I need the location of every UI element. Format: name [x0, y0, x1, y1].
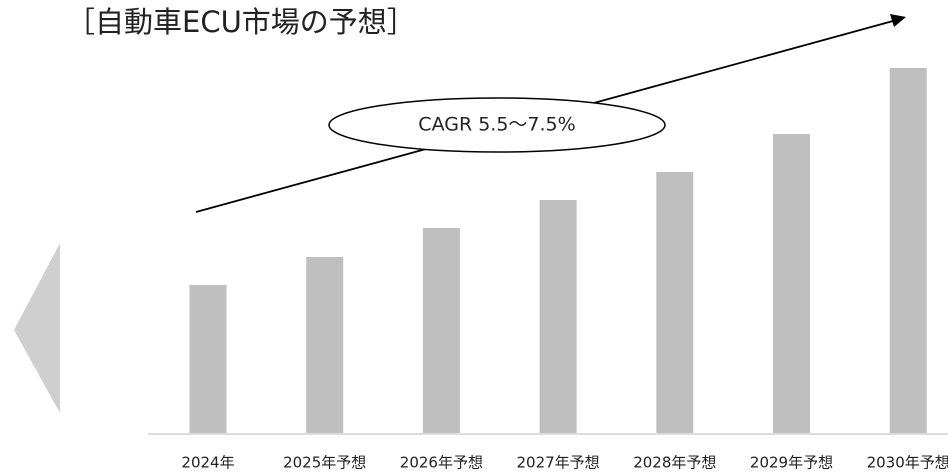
x-tick-label: 2024年 [181, 454, 234, 472]
bar [422, 228, 460, 433]
arrow-head [890, 14, 906, 27]
x-tick-label: 2026年予想 [400, 454, 483, 472]
bar [773, 134, 810, 433]
bar [889, 68, 927, 433]
x-tick-label: 2025年予想 [283, 454, 366, 472]
chart-title: ［自動車ECU市場の予想］ [66, 5, 416, 39]
prev-arrow [14, 243, 60, 413]
bar [189, 285, 227, 433]
x-tick-label: 2029年予想 [750, 454, 833, 472]
bar [306, 257, 344, 433]
bar [539, 200, 577, 433]
annotation: CAGR 5.5～7.5% [418, 114, 575, 136]
annotation-ellipse [328, 97, 666, 153]
x-tick-label: 2030年予想 [867, 454, 948, 472]
x-tick-label: 2027年予想 [517, 454, 600, 472]
bar [656, 172, 694, 433]
x-tick-label: 2028年予想 [633, 454, 716, 472]
